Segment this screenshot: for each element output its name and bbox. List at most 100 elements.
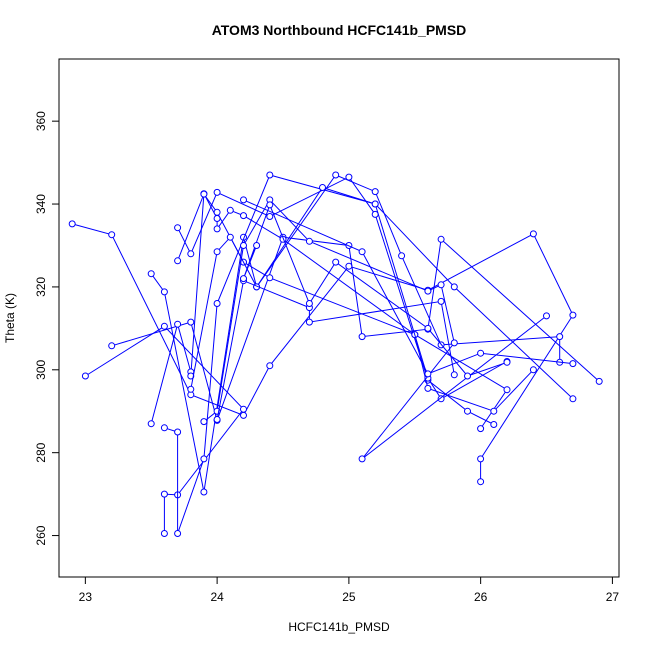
data-point <box>240 196 247 204</box>
x-tick-label: 27 <box>606 590 620 604</box>
data-point <box>266 171 274 179</box>
data-point <box>266 274 274 282</box>
data-point <box>371 188 379 196</box>
x-tick-label: 26 <box>474 590 488 604</box>
data-point <box>240 275 247 283</box>
data-point <box>332 258 340 266</box>
data-point <box>266 213 274 220</box>
data-point <box>477 425 485 433</box>
data-point <box>503 358 511 366</box>
data-point <box>569 395 577 403</box>
data-point <box>108 231 116 239</box>
x-tick-label: 25 <box>342 590 356 604</box>
data-point <box>424 287 432 295</box>
data-point <box>305 318 313 326</box>
data-point <box>200 488 208 496</box>
y-axis: 260 280 300 320 340 360 <box>34 111 59 546</box>
data-point <box>319 184 326 191</box>
series-line-9 <box>203 199 547 460</box>
data-point <box>226 206 234 214</box>
data-point <box>345 173 353 181</box>
data-point <box>240 411 247 419</box>
series-line-6 <box>177 176 495 425</box>
y-tick-label: 300 <box>34 359 48 379</box>
chart-title: ATOM3 Northbound HCFC141b_PMSD <box>212 22 467 38</box>
data-point <box>187 318 195 326</box>
data-point <box>213 248 221 256</box>
data-point <box>240 242 247 249</box>
plot-frame <box>58 58 620 578</box>
data-point <box>160 530 168 537</box>
series-line-3 <box>150 174 561 493</box>
data-point <box>108 342 116 350</box>
x-tick-label: 24 <box>210 590 224 604</box>
data-point <box>490 421 498 428</box>
data-point <box>213 416 221 423</box>
data-point <box>174 428 182 436</box>
data-point <box>345 262 353 270</box>
data-point <box>305 300 313 307</box>
series-line-11 <box>243 203 508 377</box>
data-point <box>358 333 366 341</box>
data-point <box>305 237 313 245</box>
y-tick-label: 260 <box>34 525 48 545</box>
data-point <box>213 208 221 216</box>
data-point <box>147 420 155 428</box>
data-point <box>160 424 168 432</box>
data-point <box>569 311 577 319</box>
series-line-0 <box>72 223 574 482</box>
data-point <box>464 407 471 415</box>
x-tick-label: 23 <box>79 590 93 604</box>
data-point <box>556 333 564 341</box>
data-point <box>437 235 445 243</box>
x-axis-label: HCFC141b_PMSD <box>288 620 390 634</box>
data-point <box>174 530 182 537</box>
y-tick-label: 280 <box>34 442 48 462</box>
data-point <box>424 324 432 332</box>
data-point <box>437 281 445 289</box>
data-point <box>358 455 366 463</box>
data-point <box>332 171 340 179</box>
data-point <box>595 377 603 385</box>
y-axis-label: Theta (K) <box>3 293 17 343</box>
data-point <box>213 225 221 233</box>
data-point <box>213 300 221 307</box>
data-point <box>160 288 168 296</box>
data-point <box>437 297 445 305</box>
data-point <box>477 349 485 357</box>
data-point <box>529 366 537 374</box>
data-point <box>569 360 577 368</box>
data-point <box>174 320 182 328</box>
data-point <box>437 395 445 403</box>
data-point <box>477 478 485 486</box>
data-point <box>187 250 195 258</box>
series-layer <box>68 171 603 537</box>
data-point <box>240 405 247 413</box>
data-point <box>424 384 432 392</box>
data-point <box>213 188 221 196</box>
data-point <box>266 362 274 370</box>
data-point <box>200 190 208 198</box>
data-point <box>424 370 432 378</box>
data-point <box>450 371 458 379</box>
data-point <box>503 386 511 394</box>
data-point <box>529 230 537 238</box>
data-point <box>490 407 498 415</box>
data-point <box>174 257 182 265</box>
data-point <box>68 220 76 228</box>
data-point <box>358 248 366 256</box>
data-point <box>81 372 89 380</box>
y-tick-label: 320 <box>34 277 48 297</box>
data-point <box>477 455 485 463</box>
series-line-7 <box>177 193 534 412</box>
data-point <box>160 322 168 330</box>
data-point <box>174 224 182 232</box>
data-point <box>450 339 458 347</box>
data-point <box>147 270 155 278</box>
data-point <box>464 372 471 380</box>
data-point <box>371 200 379 208</box>
data-point <box>160 490 168 498</box>
data-point <box>240 212 247 220</box>
series-line-4 <box>150 191 508 429</box>
